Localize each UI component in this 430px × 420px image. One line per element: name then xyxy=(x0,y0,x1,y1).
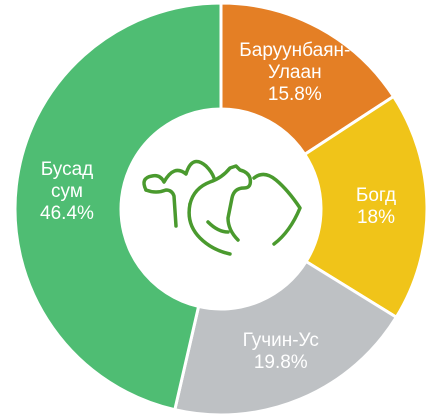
camel-icon xyxy=(142,159,302,256)
donut-slice xyxy=(219,1,396,157)
value-label: 15.8% xyxy=(267,83,322,105)
donut-slice xyxy=(13,1,223,412)
category-label: Баруунбаян-Улаан xyxy=(239,39,351,83)
donut-slice xyxy=(302,94,429,320)
category-label: Бусад сум xyxy=(40,158,94,202)
category-label: Богд xyxy=(355,185,397,207)
slice-label: Богд 18% xyxy=(306,185,430,229)
value-label: 19.8% xyxy=(253,352,308,373)
category-label: Гучин-Ус xyxy=(242,330,319,351)
slice-label: Баруунбаян-Улаан 15.8% xyxy=(225,40,365,106)
value-label: 18% xyxy=(356,207,395,229)
slice-label: Бусад сум 46.4% xyxy=(27,159,107,225)
value-label: 46.4% xyxy=(40,202,94,224)
donut-slice xyxy=(173,259,399,417)
slice-label: Гучин-Ус 19.8% xyxy=(211,330,351,374)
